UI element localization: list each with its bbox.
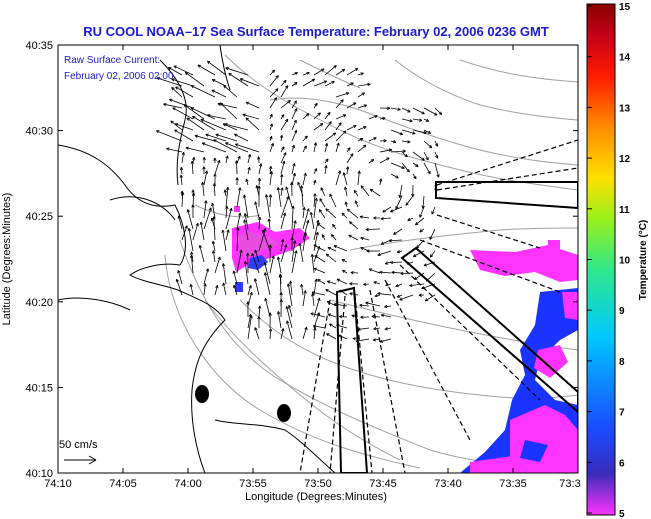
domain-polygons bbox=[335, 181, 578, 473]
map-title: RU COOL NOAA–17 Sea Surface Temperature:… bbox=[83, 24, 549, 39]
x-tick-label: 74:10 bbox=[44, 478, 72, 490]
x-tick-label: 73:3 bbox=[559, 478, 580, 490]
colorbar-tick-label: 6 bbox=[619, 458, 625, 469]
colorbar-tick-label: 12 bbox=[619, 154, 631, 165]
colorbar-label: Temperature (°C) bbox=[638, 220, 649, 301]
colorbar-ticks: 15 14 13 12 11 10 9 8 7 6 5 bbox=[587, 2, 631, 519]
colorbar-tick-label: 8 bbox=[619, 357, 625, 368]
colorbar-tick-label: 10 bbox=[619, 256, 631, 267]
x-tick-label: 73:50 bbox=[304, 478, 332, 490]
colorbar-tick-label: 13 bbox=[619, 103, 631, 114]
colorbar-tick-label: 15 bbox=[619, 2, 631, 13]
current-time: February 02, 2006 02:00 bbox=[64, 71, 174, 82]
bathymetry-contours bbox=[164, 54, 578, 471]
x-tick-label: 74:00 bbox=[174, 478, 202, 490]
radar-site-marker bbox=[195, 385, 209, 403]
colorbar-tick-label: 11 bbox=[619, 205, 630, 216]
sst-patches bbox=[232, 206, 578, 473]
colorbar-tick-label: 5 bbox=[619, 509, 625, 519]
colorbar-tick-label: 7 bbox=[619, 408, 625, 419]
y-tick-label: 40:25 bbox=[25, 211, 53, 223]
radar-site-marker bbox=[277, 404, 291, 422]
y-tick-label: 40:30 bbox=[25, 126, 53, 138]
x-tick-label: 73:35 bbox=[499, 478, 527, 490]
x-tick-label: 74:05 bbox=[109, 478, 137, 490]
x-tick-label: 73:40 bbox=[434, 478, 462, 490]
x-axis: 74:10 74:05 74:00 73:55 73:50 73:45 73:40 73:35… bbox=[44, 45, 581, 490]
map-content bbox=[58, 45, 578, 473]
current-label: Raw Surface Current: bbox=[64, 55, 160, 66]
coastline bbox=[58, 45, 336, 473]
x-axis-label: Longitude (Degrees:Minutes) bbox=[245, 491, 387, 503]
y-tick-label: 40:20 bbox=[25, 297, 53, 309]
y-axis: 40:35 40:30 40:25 40:20 40:15 40:10 bbox=[25, 40, 578, 480]
x-tick-label: 73:45 bbox=[369, 478, 397, 490]
y-tick-label: 40:15 bbox=[25, 382, 53, 394]
x-tick-label: 73:55 bbox=[239, 478, 267, 490]
y-tick-label: 40:35 bbox=[25, 40, 53, 52]
scale-label: 50 cm/s bbox=[59, 439, 98, 451]
y-axis-label: Latitude (Degrees:Minutes) bbox=[1, 193, 13, 326]
y-tick-label: 40:10 bbox=[25, 468, 53, 480]
colorbar-tick-label: 14 bbox=[619, 53, 631, 64]
colorbar-tick-label: 9 bbox=[619, 306, 625, 317]
surface-current-vectors bbox=[155, 60, 443, 343]
scale-arrow bbox=[64, 455, 97, 465]
